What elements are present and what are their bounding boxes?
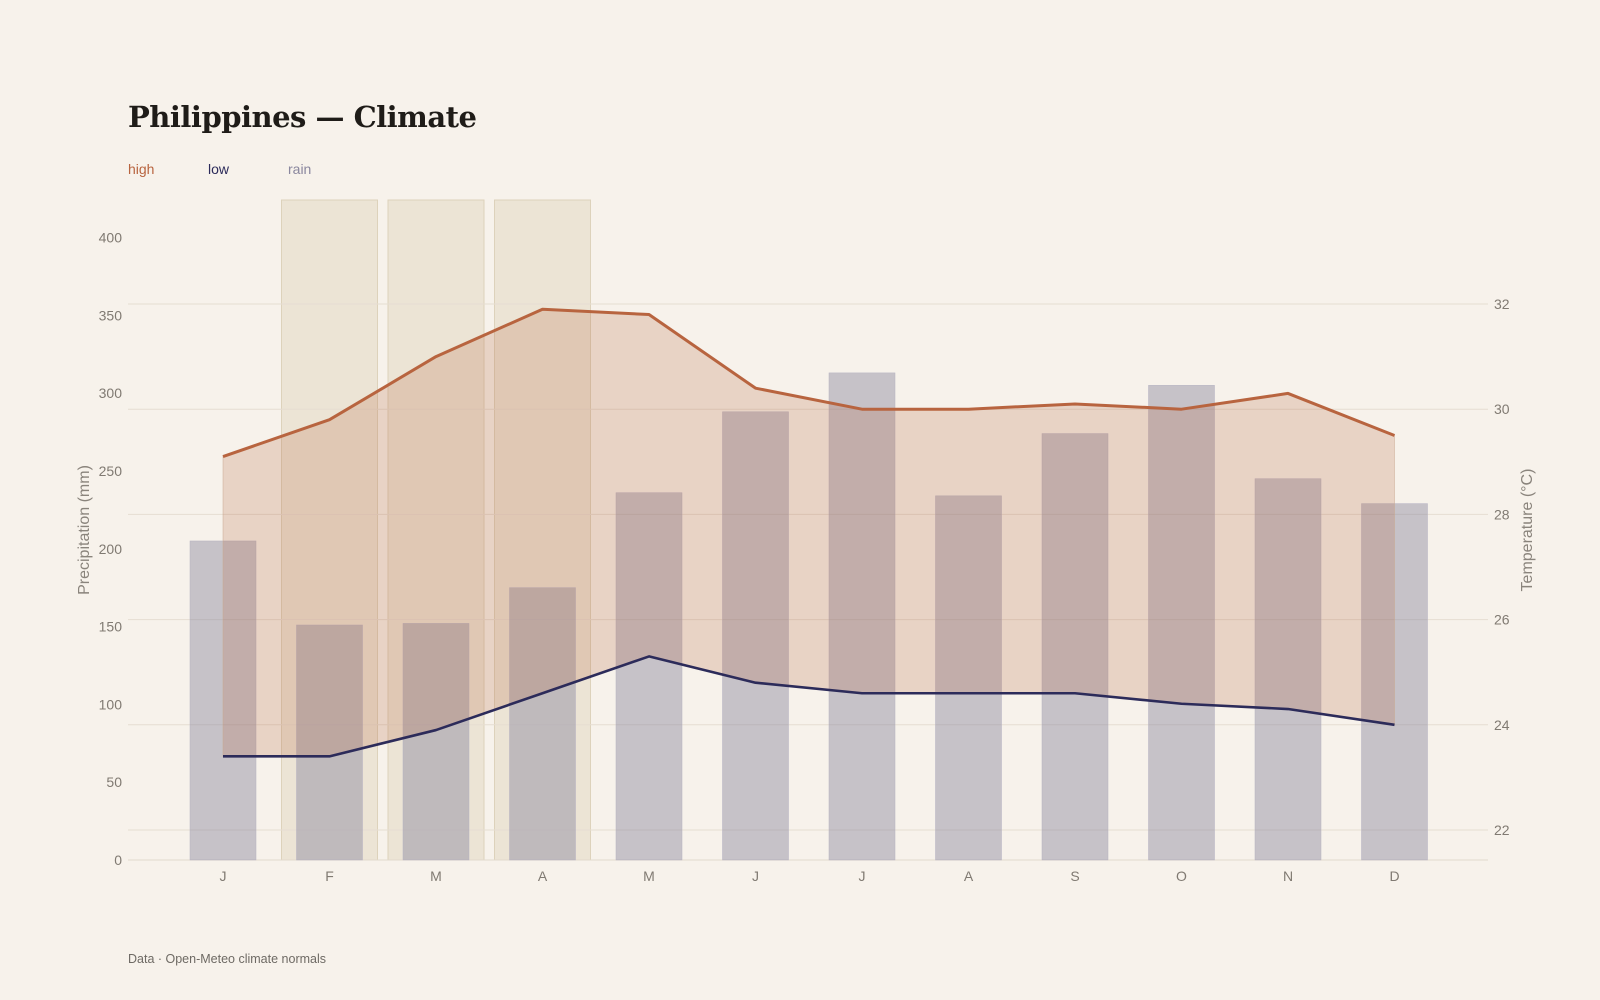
x-tick-label: M [430, 868, 442, 884]
legend-item-low: low [208, 161, 230, 177]
x-tick-label: S [1070, 868, 1079, 884]
x-tick-label: O [1176, 868, 1187, 884]
y-tick-label: 300 [99, 385, 123, 401]
y-tick-label: 0 [114, 852, 122, 868]
low-temperature-line [223, 655, 1395, 758]
y-tick-label: 150 [99, 619, 123, 635]
rain-bar [296, 624, 363, 861]
x-tick-label: A [964, 868, 974, 884]
y2-tick-label: 26 [1494, 612, 1510, 628]
rain-bar [828, 372, 896, 861]
source-note: Data · Open-Meteo climate normals [128, 952, 326, 966]
highlight-column [387, 199, 485, 861]
x-tick-label: F [325, 868, 334, 884]
chart-title: Philippines — Climate [128, 100, 477, 134]
y-tick-label: 250 [99, 463, 123, 479]
rain-bar [1254, 478, 1322, 861]
rain-bar [615, 492, 683, 861]
x-tick-label: M [643, 868, 655, 884]
y-axis-title: Precipitation (mm) [76, 465, 93, 595]
y2-tick-label: 32 [1494, 296, 1510, 312]
x-tick-label: A [538, 868, 548, 884]
legend-item-rain: rain [288, 161, 312, 177]
y2-tick-label: 24 [1494, 717, 1510, 733]
legend-item-high: high [128, 161, 155, 177]
rain-bar [402, 623, 470, 861]
rain-bar [1148, 385, 1215, 861]
y-tick-label: 400 [99, 230, 123, 246]
highlight-column [281, 199, 378, 861]
rain-bar [722, 411, 789, 861]
y2-tick-label: 22 [1494, 822, 1510, 838]
x-tick-label: J [859, 868, 866, 884]
y-tick-label: 100 [99, 696, 123, 712]
high-temperature-line [222, 307, 1396, 458]
rain-bar [1041, 433, 1109, 861]
rain-bar [509, 587, 576, 861]
x-tick-label: D [1389, 868, 1399, 884]
x-tick-label: N [1283, 868, 1293, 884]
y2-tick-label: 28 [1494, 506, 1510, 522]
x-tick-label: J [752, 868, 759, 884]
x-tick-label: J [220, 868, 227, 884]
rain-bar [935, 495, 1002, 861]
y2-tick-label: 30 [1494, 401, 1510, 417]
y-tick-label: 50 [106, 774, 122, 790]
y-tick-label: 200 [99, 541, 123, 557]
y-tick-label: 350 [99, 307, 123, 323]
y2-axis-title: Temperature (°C) [1519, 469, 1536, 592]
